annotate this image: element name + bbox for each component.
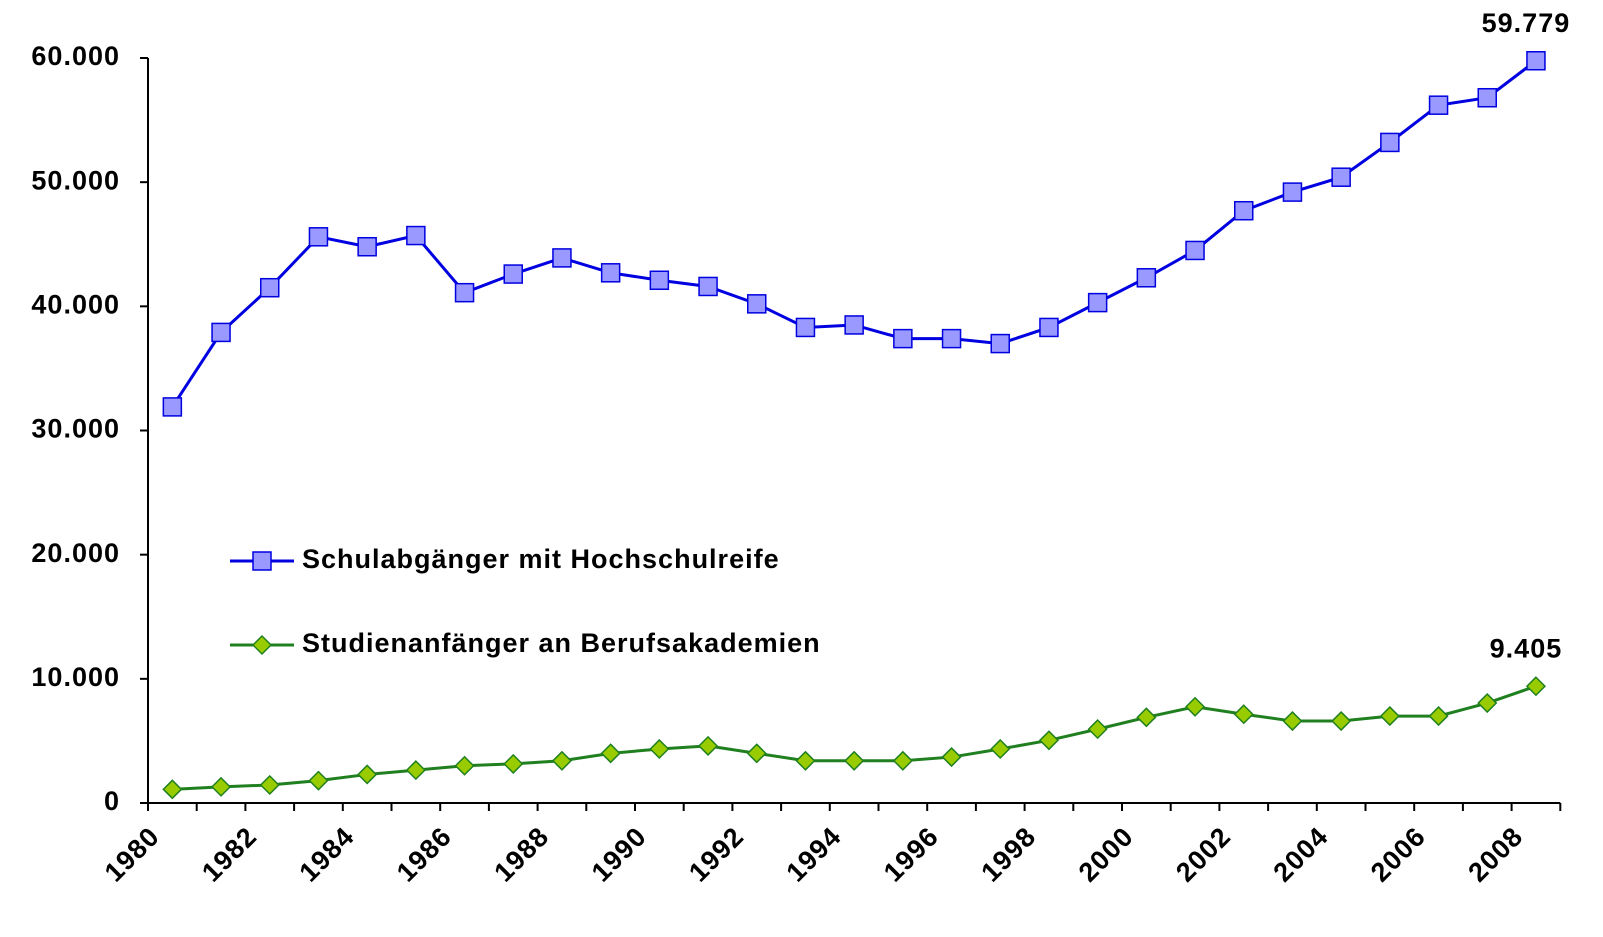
marker <box>454 282 475 303</box>
marker <box>308 770 329 791</box>
y-tick-label: 10.000 <box>31 662 120 692</box>
marker <box>252 551 272 571</box>
marker <box>210 776 232 797</box>
marker <box>1331 167 1351 187</box>
series-line <box>172 684 1537 791</box>
marker <box>1282 182 1303 202</box>
legend-label: Studienanfänger an Berufsakademien <box>302 628 821 658</box>
marker <box>551 750 573 771</box>
x-tick-label: 2002 <box>1170 821 1237 888</box>
marker <box>746 743 767 764</box>
marker <box>1379 706 1400 727</box>
marker <box>844 750 865 771</box>
marker <box>1526 50 1546 71</box>
marker <box>552 248 572 268</box>
marker <box>892 750 913 771</box>
marker <box>1234 200 1254 221</box>
y-tick-label: 30.000 <box>31 414 120 444</box>
x-tick-label: 2004 <box>1268 821 1335 888</box>
marker <box>357 236 377 257</box>
marker <box>503 264 523 284</box>
marker <box>649 270 670 291</box>
marker <box>503 753 524 774</box>
x-tick-label: 1992 <box>683 821 750 888</box>
marker <box>405 760 426 781</box>
marker <box>308 227 329 247</box>
y-tick-label: 40.000 <box>31 289 120 319</box>
marker <box>454 755 475 776</box>
marker <box>1525 676 1547 697</box>
marker <box>1087 719 1108 740</box>
x-tick-label: 2006 <box>1365 821 1432 888</box>
marker <box>1136 268 1157 288</box>
marker <box>162 397 183 417</box>
marker <box>941 746 962 768</box>
marker <box>1428 95 1449 115</box>
series-line <box>171 59 1537 408</box>
marker <box>1233 704 1254 725</box>
marker <box>1038 730 1060 751</box>
data-label: 59.779 <box>1482 8 1571 38</box>
marker <box>990 333 1010 354</box>
marker <box>893 328 913 349</box>
marker <box>795 317 816 338</box>
y-tick-label: 20.000 <box>31 538 120 568</box>
marker <box>795 750 816 771</box>
marker <box>259 774 280 796</box>
marker <box>1282 710 1303 732</box>
x-tick-label: 1996 <box>878 821 945 888</box>
x-tick-label: 1988 <box>488 821 555 888</box>
marker <box>990 738 1011 760</box>
marker <box>251 634 273 656</box>
marker <box>600 263 621 283</box>
x-tick-label: 1982 <box>196 821 263 888</box>
x-tick-label: 2000 <box>1073 821 1140 888</box>
marker <box>1380 132 1400 153</box>
marker <box>941 328 962 349</box>
marker <box>1184 696 1206 717</box>
marker <box>1039 317 1059 338</box>
x-tick-label: 1986 <box>391 821 458 888</box>
marker <box>162 779 183 800</box>
marker <box>747 294 767 314</box>
marker <box>1087 292 1108 313</box>
marker <box>1477 692 1498 714</box>
marker <box>1331 710 1352 732</box>
marker <box>844 315 864 335</box>
marker <box>357 764 378 785</box>
data-label: 9.405 <box>1490 633 1563 663</box>
marker <box>649 738 670 760</box>
x-tick-label: 1998 <box>975 821 1042 888</box>
x-tick-label: 1984 <box>294 821 361 888</box>
y-tick-label: 0 <box>104 786 120 816</box>
marker <box>260 277 280 298</box>
marker <box>698 276 718 297</box>
y-tick-label: 60.000 <box>31 41 120 71</box>
x-tick-label: 1980 <box>99 821 166 888</box>
marker <box>1185 240 1205 261</box>
x-tick-label: 1994 <box>781 821 848 888</box>
marker <box>406 225 426 246</box>
x-tick-label: 2008 <box>1462 821 1529 888</box>
y-tick-label: 50.000 <box>31 165 120 195</box>
marker <box>1428 706 1449 727</box>
marker <box>1477 87 1497 108</box>
x-tick-label: 1990 <box>586 821 653 888</box>
marker <box>211 322 231 343</box>
legend-label: Schulabgänger mit Hochschulreife <box>302 544 780 574</box>
marker <box>697 735 719 756</box>
marker <box>1136 707 1157 728</box>
marker <box>600 743 621 764</box>
